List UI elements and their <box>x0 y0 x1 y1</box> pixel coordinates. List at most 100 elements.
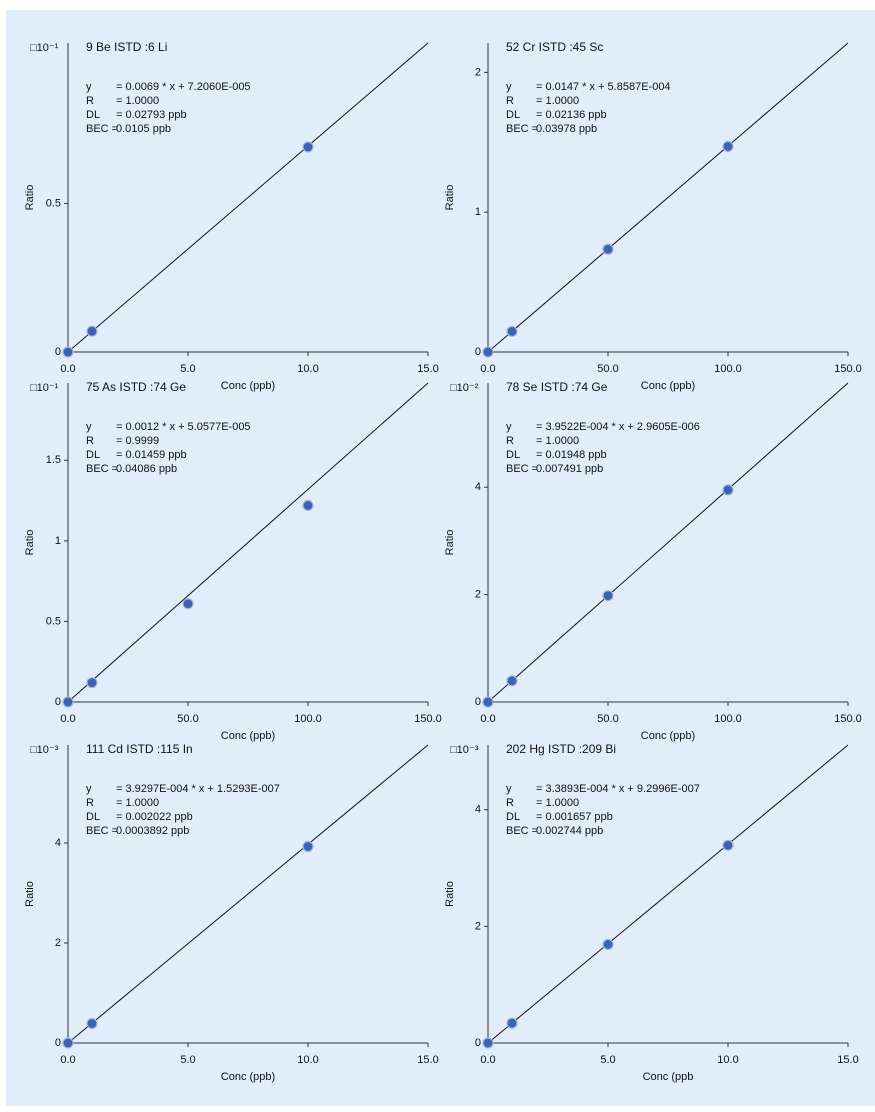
y-tick-label: 1.5 <box>46 454 61 466</box>
stat-value: = 1.0000 <box>536 95 579 107</box>
data-point <box>722 484 734 496</box>
y-tick-label: 2 <box>475 66 481 78</box>
stat-label: DL <box>506 811 520 823</box>
data-point <box>602 590 614 602</box>
stat-value: = 0.0147 * x + 5.8587E-004 <box>536 81 671 93</box>
y-axis-label: Ratio <box>444 185 456 211</box>
stat-value: = 0.002022 ppb <box>116 811 193 823</box>
y-tick-label: 0.5 <box>46 615 61 627</box>
data-point <box>62 696 74 708</box>
data-point <box>182 598 194 610</box>
stat-value: = 0.0012 * x + 5.0577E-005 <box>116 421 251 433</box>
stat-label: DL <box>506 449 520 461</box>
stat-label: y <box>506 81 512 93</box>
stat-label: R <box>506 435 514 447</box>
stat-label: BEC = <box>506 123 538 135</box>
y-axis-label: Ratio <box>24 185 36 211</box>
stat-label: R <box>506 797 514 809</box>
data-point <box>302 499 314 512</box>
data-point <box>62 346 74 358</box>
y-tick-label: 4 <box>475 804 481 816</box>
panel-background <box>6 10 875 1106</box>
data-point <box>86 325 98 337</box>
stat-value: = 1.0000 <box>536 435 579 447</box>
stat-value: = 1.0000 <box>116 797 159 809</box>
x-axis-label: Conc (ppb <box>643 1071 694 1083</box>
stat-value: = 0.001657 ppb <box>536 811 613 823</box>
stat-value: = 0.01948 ppb <box>536 449 607 461</box>
x-tick-label: 0.0 <box>480 713 495 725</box>
y-axis-label: Ratio <box>24 881 36 907</box>
stat-value: = 1.0000 <box>536 797 579 809</box>
x-axis-label: Conc (ppb) <box>641 380 695 392</box>
stat-value: = 3.3893E-004 * x + 9.2996E-007 <box>536 783 700 795</box>
y-tick-label: 2 <box>475 920 481 932</box>
x-tick-label: 50.0 <box>597 363 618 375</box>
chart-title: 9 Be ISTD :6 Li <box>86 40 167 54</box>
x-tick-label: 10.0 <box>717 1054 738 1066</box>
x-tick-label: 0.0 <box>60 363 75 375</box>
x-tick-label: 10.0 <box>297 1054 318 1066</box>
x-tick-label: 0.0 <box>60 713 75 725</box>
x-tick-label: 5.0 <box>180 1054 195 1066</box>
data-point <box>506 325 518 338</box>
chart-title: 52 Cr ISTD :45 Sc <box>506 40 603 54</box>
stat-value: 0.007491 ppb <box>536 463 603 475</box>
stat-label: BEC = <box>506 463 538 475</box>
y-axis-label: Ratio <box>24 530 36 556</box>
stat-value: = 0.9999 <box>116 435 159 447</box>
x-tick-label: 5.0 <box>180 363 195 375</box>
stat-label: BEC = <box>86 825 118 837</box>
stat-label: DL <box>86 449 100 461</box>
fit-line <box>67 42 429 353</box>
data-point <box>722 140 734 153</box>
stat-value: 0.0003892 ppb <box>116 825 189 837</box>
data-point <box>602 243 614 255</box>
x-tick-label: 150.0 <box>834 713 862 725</box>
stat-label: y <box>506 783 512 795</box>
stat-label: DL <box>86 109 100 121</box>
fit-line <box>67 382 429 703</box>
fit-line <box>487 42 849 353</box>
y-tick-label: 0 <box>475 696 481 708</box>
fit-line <box>487 382 849 703</box>
x-tick-label: 10.0 <box>297 363 318 375</box>
scale-label: □10⁻³ <box>450 744 479 756</box>
y-tick-label: 0 <box>475 346 481 358</box>
data-point <box>86 1017 98 1030</box>
y-tick-label: 1 <box>55 535 61 547</box>
data-point <box>482 1037 494 1049</box>
stat-value: = 1.0000 <box>116 95 159 107</box>
stat-label: DL <box>86 811 100 823</box>
stat-label: BEC = <box>86 463 118 475</box>
stat-label: y <box>86 421 92 433</box>
x-tick-label: 100.0 <box>294 713 322 725</box>
y-axis-label: Ratio <box>444 881 456 907</box>
x-tick-label: 15.0 <box>417 363 438 375</box>
x-tick-label: 100.0 <box>714 363 742 375</box>
stat-label: DL <box>506 109 520 121</box>
y-tick-label: 2 <box>55 937 61 949</box>
scale-label: □10⁻¹ <box>30 42 59 54</box>
scale-label: □10⁻² <box>450 382 479 394</box>
x-tick-label: 0.0 <box>480 1054 495 1066</box>
stat-label: BEC = <box>506 825 538 837</box>
scale-label: □10⁻¹ <box>30 382 59 394</box>
x-tick-label: 150.0 <box>414 713 442 725</box>
stat-label: y <box>506 421 512 433</box>
x-tick-label: 100.0 <box>714 713 742 725</box>
stat-label: R <box>86 435 94 447</box>
y-tick-label: 0 <box>475 1037 481 1049</box>
x-tick-label: 150.0 <box>834 363 862 375</box>
fit-line <box>67 744 429 1044</box>
data-point <box>506 675 518 687</box>
fit-line <box>487 744 849 1044</box>
data-point <box>722 839 734 851</box>
x-tick-label: 5.0 <box>600 1054 615 1066</box>
x-tick-label: 0.0 <box>480 363 495 375</box>
data-point <box>482 696 494 708</box>
y-tick-label: 0 <box>55 346 61 358</box>
stat-label: R <box>86 797 94 809</box>
x-axis-label: Conc (ppb) <box>641 730 695 742</box>
